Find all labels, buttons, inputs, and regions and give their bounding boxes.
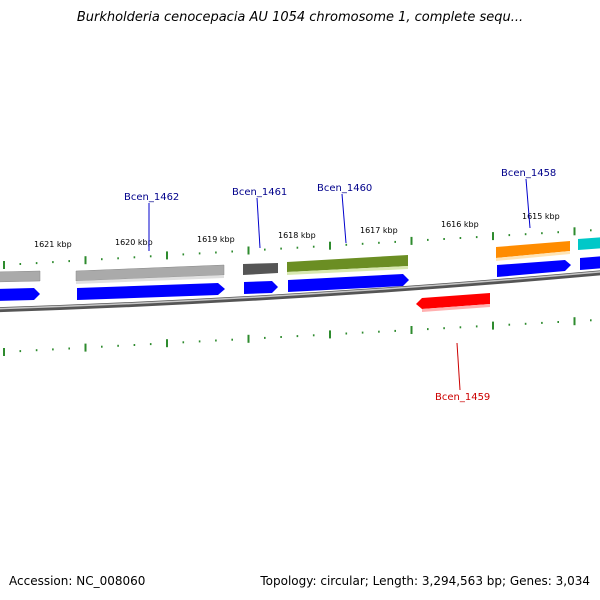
topology-summary: Topology: circular; Length: 3,294,563 bp… xyxy=(260,574,590,588)
tick-row-lower xyxy=(3,317,592,356)
leader-line-1461 xyxy=(256,197,261,249)
backbone-ring-highlight xyxy=(0,271,600,310)
map-title: Burkholderia cenocepacia AU 1054 chromos… xyxy=(76,10,524,25)
gene-block-left[interactable] xyxy=(0,270,41,283)
gene-block-1461[interactable] xyxy=(243,263,278,275)
leader-line-1458 xyxy=(525,178,531,229)
gene-block-shadow-1459 xyxy=(422,304,490,312)
tick-label-1616: 1616 kbp xyxy=(441,220,479,229)
tick-label-1615: 1615 kbp xyxy=(522,212,560,221)
gene-label-1459[interactable]: Bcen_1459 xyxy=(435,392,490,403)
gene-block-right[interactable] xyxy=(578,237,600,250)
gene-block-1459[interactable] xyxy=(416,293,490,309)
backbone-ring xyxy=(0,270,600,313)
gene-label-1462[interactable]: Bcen_1462 xyxy=(124,192,179,203)
cds-track-forward xyxy=(0,256,600,301)
cds-arrow-1460[interactable] xyxy=(288,274,409,292)
tick-label-1617: 1617 kbp xyxy=(360,226,398,235)
gene-label-1460[interactable]: Bcen_1460 xyxy=(317,183,372,194)
feature-track xyxy=(0,237,600,284)
cds-arrow-left[interactable] xyxy=(0,288,40,301)
gene-block-1460[interactable] xyxy=(287,255,408,272)
leader-line-1460 xyxy=(341,193,347,244)
tick-row-upper xyxy=(3,227,592,269)
leader-line-1459 xyxy=(456,342,461,391)
cds-arrow-1461[interactable] xyxy=(244,281,278,294)
cds-arrow-1462[interactable] xyxy=(77,283,225,300)
gene-label-1458[interactable]: Bcen_1458 xyxy=(501,168,556,179)
gene-block-shadow-1460 xyxy=(287,266,408,275)
gene-block-shadow-1458 xyxy=(496,251,570,261)
tick-label-1620: 1620 kbp xyxy=(115,238,153,247)
cds-arrow-right[interactable] xyxy=(580,256,600,270)
accession-text: Accession: NC_008060 xyxy=(9,574,146,588)
tick-label-1621: 1621 kbp xyxy=(34,240,72,249)
tick-label-1619: 1619 kbp xyxy=(197,235,235,244)
gene-label-1461[interactable]: Bcen_1461 xyxy=(232,187,287,198)
gene-block-1458[interactable] xyxy=(496,241,570,258)
tick-label-1618: 1618 kbp xyxy=(278,231,316,240)
cds-arrow-1458[interactable] xyxy=(497,260,571,277)
gene-block-shadow-1462 xyxy=(76,275,224,284)
